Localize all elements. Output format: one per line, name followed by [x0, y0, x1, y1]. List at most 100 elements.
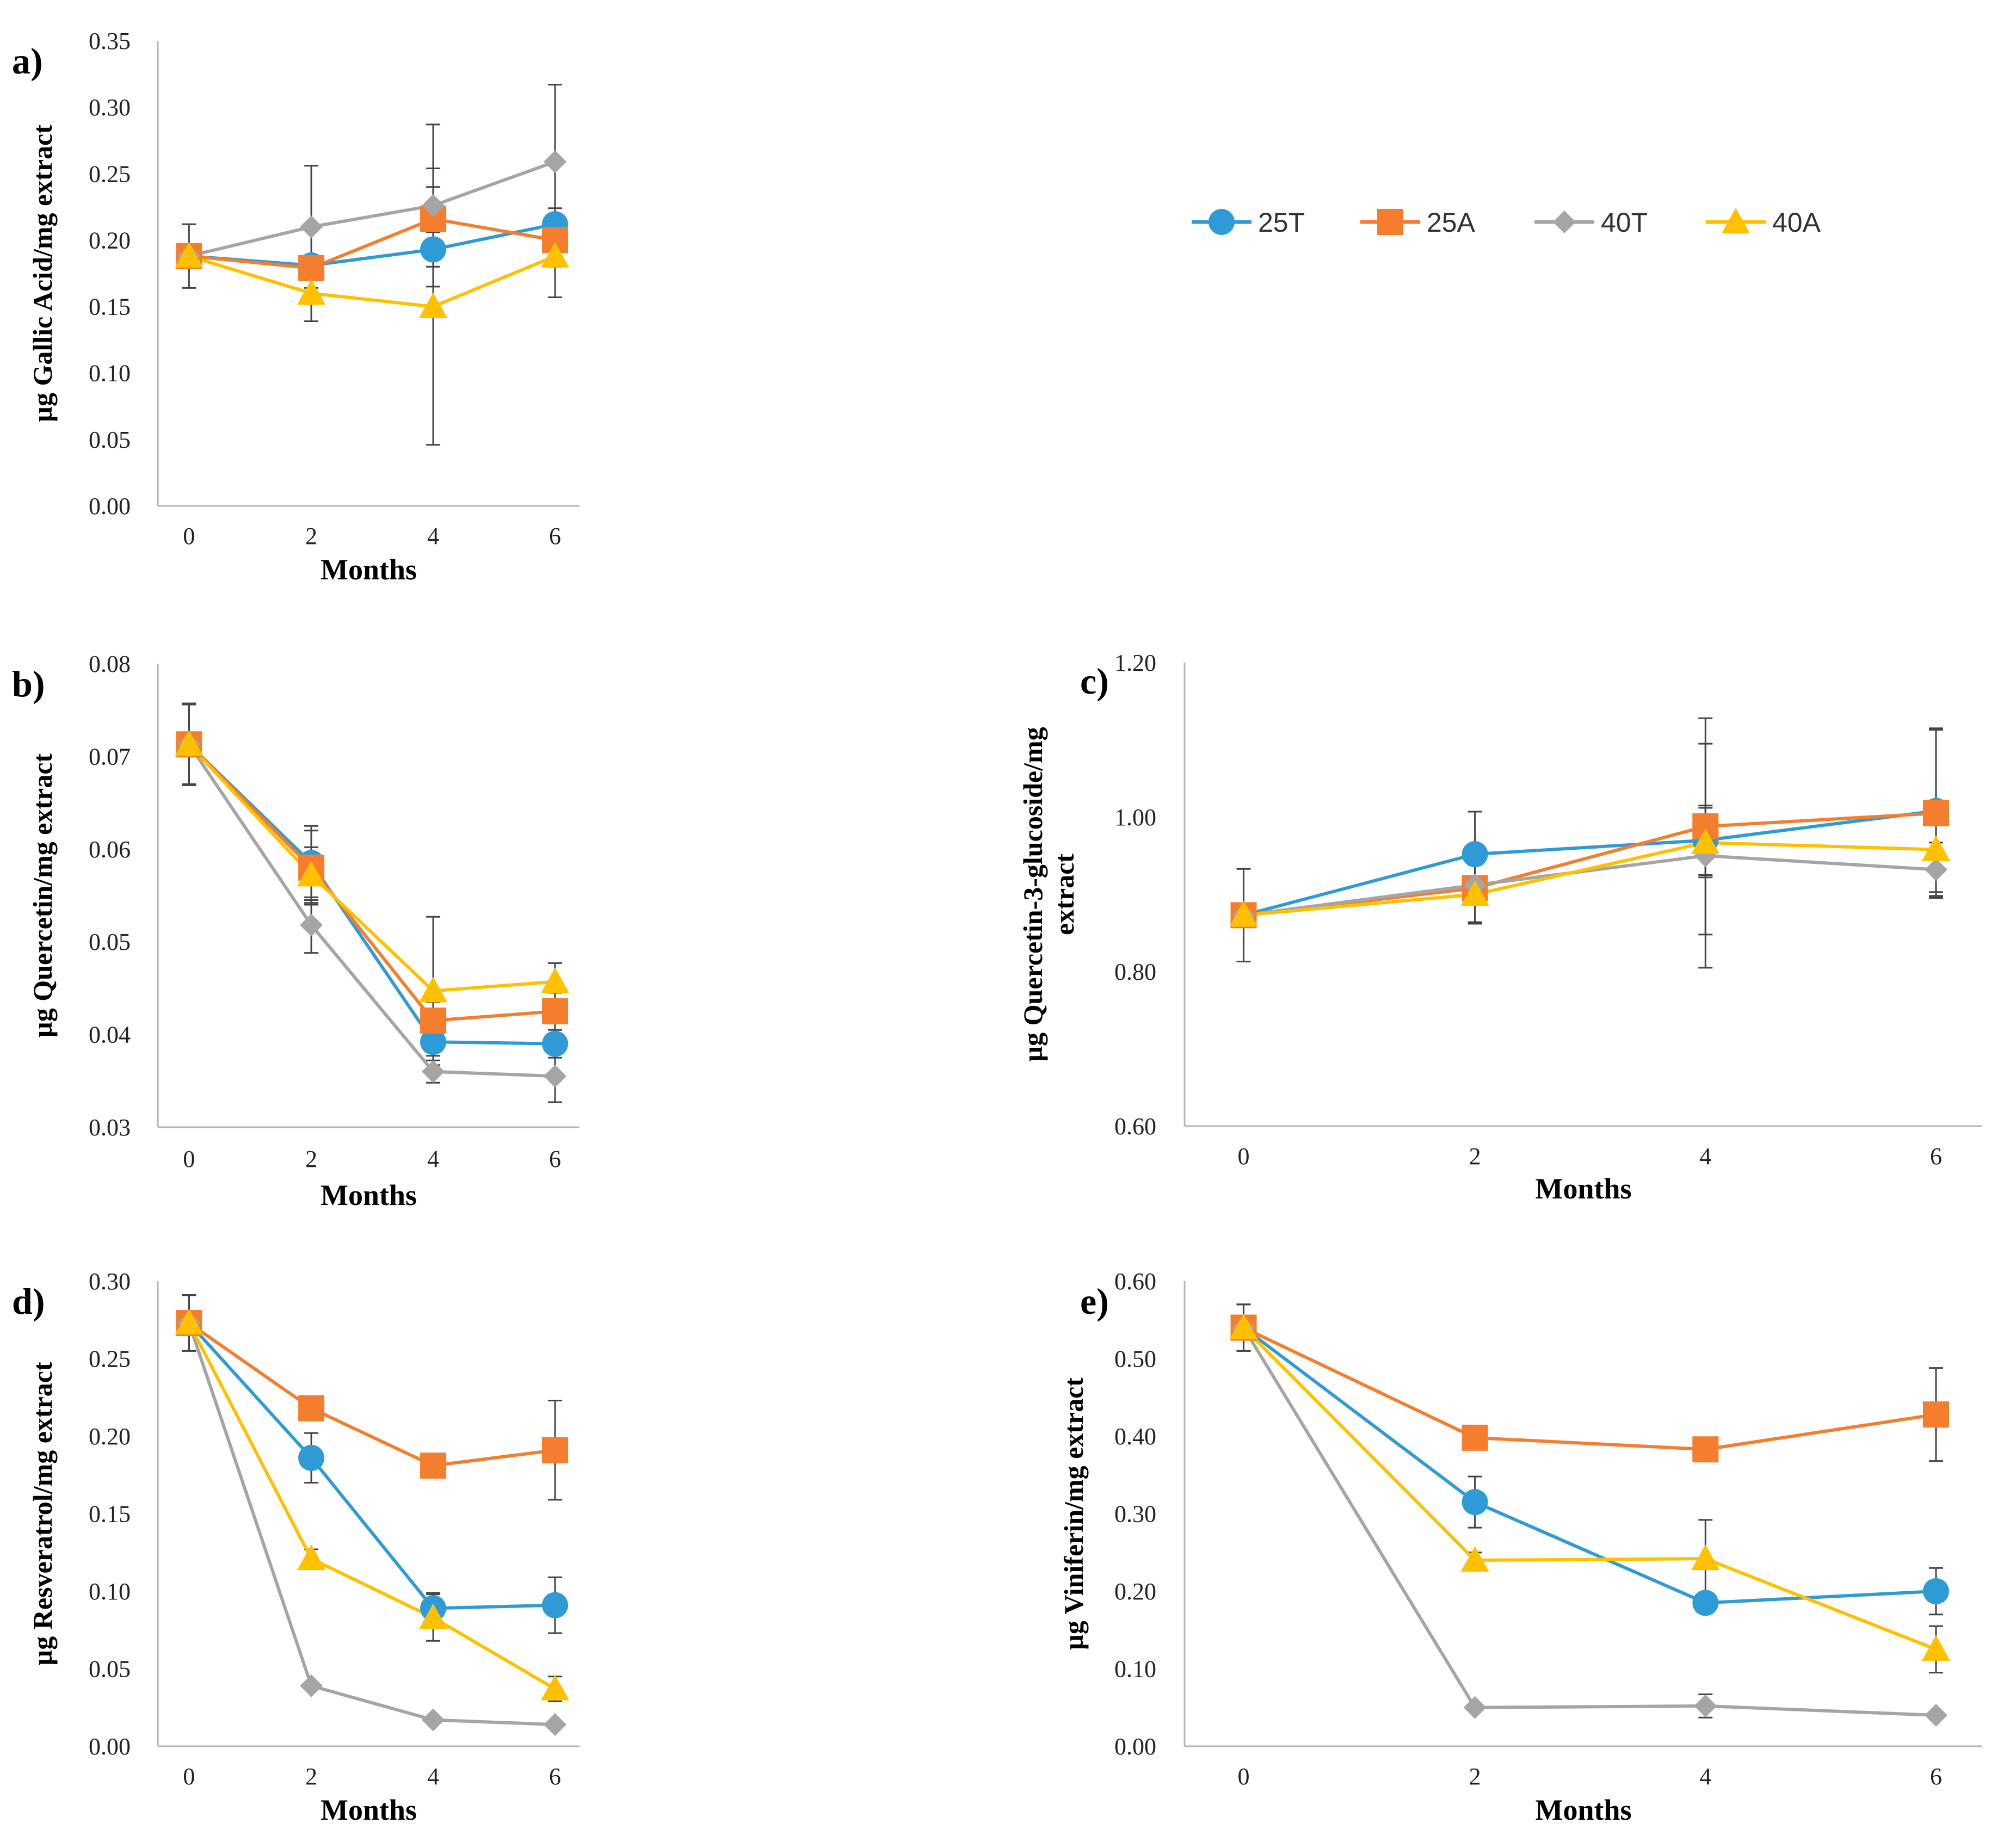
data-point-40A	[419, 1603, 448, 1629]
data-point-40T	[1924, 858, 1947, 881]
y-tick-label: 0.08	[89, 651, 131, 677]
data-point-40A	[175, 242, 204, 268]
y-tick-label: 0.00	[89, 1733, 131, 1760]
data-point-40T	[544, 150, 567, 174]
series-line-25A	[1243, 1326, 1937, 1451]
x-tick-label: 0	[183, 1146, 195, 1172]
series-line-40A	[1243, 840, 1937, 917]
x-axis-label: Months	[1535, 1172, 1631, 1205]
panel-letter: b)	[12, 663, 45, 704]
x-tick-label: 2	[305, 523, 317, 549]
x-tick-label: 0	[183, 1763, 195, 1790]
series-line-25A	[189, 217, 556, 270]
x-tick-label: 6	[549, 1763, 561, 1790]
data-point-25T	[1462, 1489, 1488, 1516]
x-tick-label: 2	[305, 1763, 317, 1790]
panel-letter: d)	[12, 1281, 45, 1322]
chart-panel-c: c) 0.60 0.80 1.00 1.20 0 2 4 6 Months µg Quercetin…	[1018, 650, 1982, 1205]
y-tick-label: 0.60	[1114, 1113, 1156, 1140]
legend-item-40T: 40T	[1534, 207, 1648, 238]
x-axis-label: Months	[320, 553, 417, 586]
y-tick-label: 0.05	[89, 929, 131, 955]
data-point-40A	[297, 279, 326, 305]
data-point-40A	[419, 976, 448, 1003]
series-line-40T	[187, 743, 556, 1078]
x-tick-label: 0	[1237, 1763, 1249, 1790]
chart-panel-e: e) 0.00 0.10 0.20 0.30 0.40 0.50 0.60 0 2 4 6 Months…	[1058, 1268, 1982, 1826]
data-point-25T	[542, 1030, 569, 1057]
data-point-25A	[420, 1008, 447, 1034]
x-tick-label: 0	[1237, 1143, 1249, 1170]
series-line-40T	[187, 1322, 556, 1727]
legend-marker-40A	[1722, 208, 1750, 233]
panel-letter: e)	[1080, 1281, 1109, 1322]
data-point-40A	[297, 1544, 326, 1571]
y-tick-label: 0.35	[89, 28, 131, 54]
y-tick-label: 0.40	[1114, 1423, 1156, 1450]
data-point-40A	[175, 730, 204, 756]
series-line-25T	[1242, 1326, 1937, 1605]
data-point-40T	[1924, 1704, 1947, 1727]
x-tick-label: 6	[549, 1146, 561, 1172]
data-point-25T	[420, 236, 447, 263]
data-point-40T	[544, 1065, 567, 1088]
y-axis-label: µg Viniferin/mg extract	[1058, 1377, 1089, 1650]
x-axis-label: Months	[320, 1179, 417, 1212]
data-point-25A	[1922, 800, 1949, 826]
data-point-40T	[1694, 1694, 1717, 1717]
data-point-25A	[1922, 1401, 1949, 1428]
series-line-40T	[188, 160, 556, 258]
data-point-40A	[1691, 828, 1720, 854]
data-point-25A	[1462, 1424, 1488, 1451]
series-line-40A	[188, 254, 556, 308]
legend-label: 25A	[1427, 207, 1476, 238]
legend-label: 40A	[1772, 207, 1821, 238]
y-tick-label: 0.04	[89, 1022, 131, 1048]
series-line-25T	[188, 1321, 556, 1610]
data-point-25T	[420, 1029, 447, 1055]
data-point-40T	[422, 194, 445, 217]
data-point-25A	[298, 255, 325, 281]
data-point-40A	[541, 242, 570, 268]
x-tick-label: 4	[1699, 1763, 1711, 1790]
data-point-25A	[542, 1437, 569, 1463]
y-axis-label: µg Quercetin/mg extract	[27, 753, 58, 1037]
legend-marker-25T	[1209, 209, 1235, 235]
x-tick-label: 4	[1699, 1143, 1711, 1170]
legend-item-25T: 25T	[1192, 207, 1305, 238]
legend-marker-40T	[1553, 211, 1576, 233]
legend: 25T 25A 40T 40A	[1192, 207, 1821, 238]
data-point-40A	[175, 1308, 204, 1334]
y-axis-label: µg Resveratrol/mg extract	[27, 1362, 58, 1666]
y-tick-label: 0.07	[89, 743, 131, 770]
x-tick-label: 4	[427, 523, 439, 549]
data-point-40A	[1691, 1544, 1720, 1571]
y-tick-label: 0.20	[1114, 1578, 1156, 1605]
y-tick-label: 0.80	[1114, 959, 1156, 985]
data-point-40T	[422, 1060, 445, 1083]
y-tick-label: 1.20	[1114, 650, 1156, 676]
panel-letter: c)	[1080, 660, 1109, 702]
series-line-40A	[1242, 1326, 1937, 1651]
data-point-40T	[422, 1708, 445, 1732]
x-tick-label: 4	[427, 1763, 439, 1790]
series-line-40T	[1243, 854, 1937, 917]
y-axis-label: µg Quercetin-3-glucoside/mgextract	[1018, 727, 1080, 1061]
data-point-40A	[1460, 1546, 1489, 1572]
data-point-40A	[1229, 1313, 1258, 1339]
y-tick-label: 0.10	[89, 360, 131, 387]
y-tick-label: 0.50	[1114, 1346, 1156, 1373]
y-tick-label: 1.00	[1114, 804, 1156, 831]
series-line-40A	[187, 1322, 556, 1691]
series-line-25A	[188, 1321, 556, 1468]
x-axis-label: Months	[1535, 1794, 1631, 1826]
data-point-25A	[542, 998, 569, 1024]
legend-item-25A: 25A	[1360, 207, 1476, 238]
data-point-25T	[1462, 841, 1488, 868]
y-tick-label: 0.05	[89, 427, 131, 453]
y-tick-label: 0.25	[89, 160, 131, 187]
x-tick-label: 6	[549, 523, 561, 549]
data-point-40T	[300, 215, 323, 238]
panel-letter: a)	[12, 40, 43, 82]
